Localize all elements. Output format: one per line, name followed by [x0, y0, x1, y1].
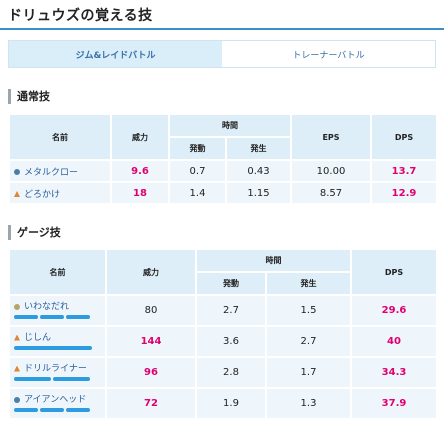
- cell: じしん: [8, 325, 107, 358]
- cell: 1.4: [168, 181, 227, 205]
- charged-table: 名前 威力 時間 DPS 発動 発生 いわなだれ 80 2.7 1.5 29.6 じしん 144 3…: [8, 248, 438, 420]
- tab[interactable]: トレーナーバトル: [292, 50, 365, 61]
- header: 威力: [110, 113, 170, 161]
- type-icon: [14, 334, 20, 341]
- cell: 1.7: [265, 356, 352, 389]
- move-name[interactable]: アイアンヘッド: [24, 395, 87, 405]
- cell: 144: [105, 325, 197, 358]
- gauge: [40, 315, 64, 319]
- move-name[interactable]: メタルクロー: [24, 167, 79, 178]
- type-icon: [14, 191, 20, 197]
- header: 発生: [265, 271, 352, 296]
- tabs: ジム&レイドバトル トレーナーバトル: [8, 40, 436, 68]
- cell: 0.43: [225, 159, 292, 183]
- gauge: [53, 377, 90, 381]
- header: EPS: [290, 113, 372, 161]
- move-name[interactable]: いわなだれ: [24, 302, 70, 312]
- cell: 10.00: [290, 159, 372, 183]
- move-name[interactable]: じしん: [24, 333, 52, 343]
- type-icon: [14, 365, 20, 372]
- move-name[interactable]: どろかけ: [24, 189, 61, 200]
- cell: 72: [105, 387, 197, 420]
- cell: 1.9: [195, 387, 267, 420]
- type-icon: [14, 396, 20, 403]
- header: 名前: [8, 113, 112, 161]
- gauge: [14, 346, 92, 350]
- cell: 13.7: [370, 159, 438, 183]
- header: DPS: [350, 248, 438, 296]
- cell: 2.7: [265, 325, 352, 358]
- header: 名前: [8, 248, 107, 296]
- cell: 1.3: [265, 387, 352, 420]
- cell: いわなだれ: [8, 294, 107, 327]
- title-underline: [0, 28, 444, 30]
- gauge: [40, 408, 64, 412]
- cell: どろかけ: [8, 181, 112, 205]
- cell: 29.6: [350, 294, 438, 327]
- type-icon: [14, 169, 20, 175]
- cell: 18: [110, 181, 170, 205]
- cell: 3.6: [195, 325, 267, 358]
- cell: 96: [105, 356, 197, 389]
- gauge: [14, 315, 38, 319]
- fast-table: 名前 威力 時間 EPS DPS 発動 発生 メタルクロー 9.6 0.7 0.43 10.00 1…: [8, 113, 438, 205]
- cell: 2.8: [195, 356, 267, 389]
- header: 時間: [195, 248, 352, 273]
- cell: 80: [105, 294, 197, 327]
- cell: 8.57: [290, 181, 372, 205]
- type-icon: [14, 303, 20, 310]
- tab[interactable]: ジム&レイドバトル: [9, 41, 222, 67]
- gauge: [14, 408, 38, 412]
- gauge: [66, 315, 90, 319]
- cell: ドリルライナー: [8, 356, 107, 389]
- header: 威力: [105, 248, 197, 296]
- cell: 37.9: [350, 387, 438, 420]
- cell: 12.9: [370, 181, 438, 205]
- cell: 1.5: [265, 294, 352, 327]
- move-name[interactable]: ドリルライナー: [24, 364, 87, 374]
- gauge: [14, 377, 51, 381]
- section-title: ゲージ技: [8, 225, 61, 240]
- header: DPS: [370, 113, 438, 161]
- cell: 40: [350, 325, 438, 358]
- cell: 9.6: [110, 159, 170, 183]
- cell: 0.7: [168, 159, 227, 183]
- header: 発生: [225, 136, 292, 161]
- cell: 34.3: [350, 356, 438, 389]
- header: 発動: [195, 271, 267, 296]
- section-title: 通常技: [8, 89, 50, 104]
- header: 発動: [168, 136, 227, 161]
- cell: メタルクロー: [8, 159, 112, 183]
- gauge: [66, 408, 90, 412]
- header: 時間: [168, 113, 292, 138]
- cell: 1.15: [225, 181, 292, 205]
- cell: アイアンヘッド: [8, 387, 107, 420]
- page-title: ドリュウズの覚える技: [8, 8, 153, 24]
- cell: 2.7: [195, 294, 267, 327]
